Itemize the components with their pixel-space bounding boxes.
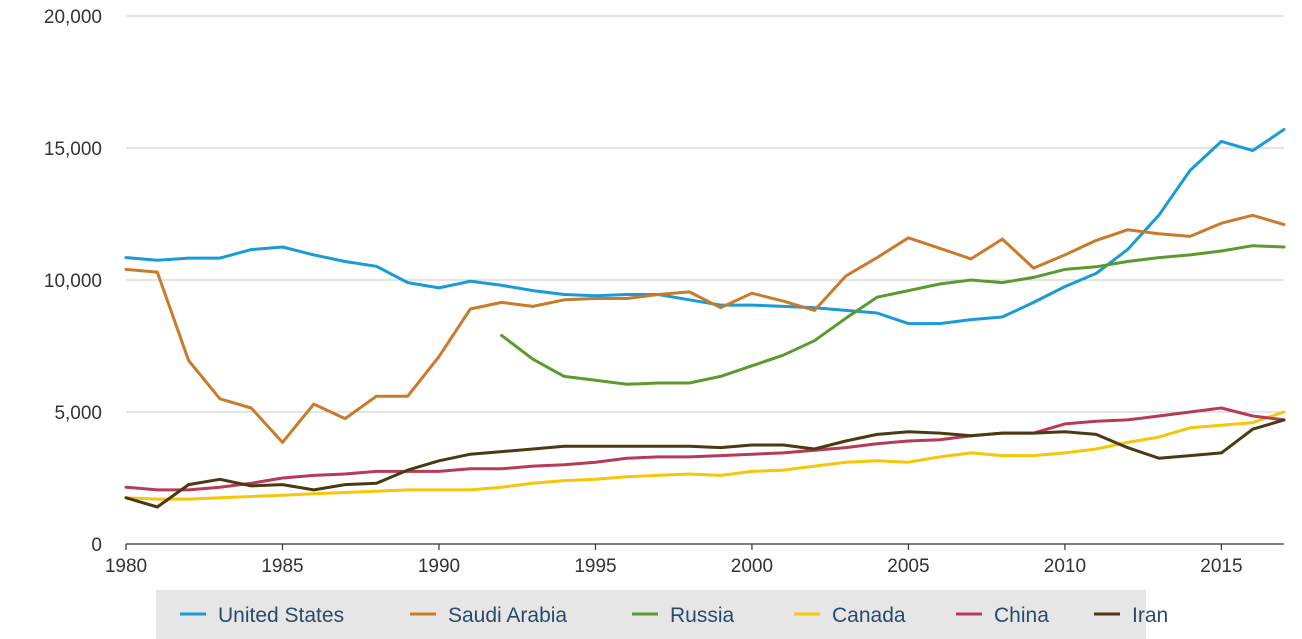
y-tick-label: 10,000 xyxy=(44,271,102,292)
y-tick-label: 15,000 xyxy=(44,139,102,160)
legend-label-united-states: United States xyxy=(218,604,344,627)
y-tick-label: 5,000 xyxy=(54,403,102,424)
x-tick-label: 2000 xyxy=(731,556,773,577)
series-layer xyxy=(124,128,1286,509)
x-tick-label: 1985 xyxy=(261,556,303,577)
x-tick-label: 1995 xyxy=(574,556,616,577)
axis-layer: 0 5,000 10,000 15,000 20,000 1980 1985 1990 1995… xyxy=(44,7,1284,577)
y-tick-label: 20,000 xyxy=(44,7,102,28)
series-line-saudi-arabia xyxy=(124,213,1286,444)
y-tick-label: 0 xyxy=(91,535,102,556)
x-tick-label: 1980 xyxy=(105,556,147,577)
x-tick-label: 2015 xyxy=(1200,556,1242,577)
x-tick-label: 2005 xyxy=(887,556,929,577)
legend: United States Saudi Arabia Russia Canada Chi… xyxy=(156,590,1168,639)
series-line-china xyxy=(124,406,1286,492)
series-line-united-states xyxy=(124,128,1286,326)
legend-label-canada: Canada xyxy=(832,604,906,627)
x-tick-label: 1990 xyxy=(418,556,460,577)
legend-label-saudi-arabia: Saudi Arabia xyxy=(448,604,567,627)
legend-label-iran: Iran xyxy=(1132,604,1168,627)
x-tick-label: 2010 xyxy=(1044,556,1086,577)
legend-label-china: China xyxy=(994,604,1049,627)
series-line-russia xyxy=(500,244,1286,386)
series-line-canada xyxy=(124,410,1286,501)
series-line-iran xyxy=(124,418,1286,509)
grid-layer xyxy=(126,15,1284,413)
legend-label-russia: Russia xyxy=(670,604,735,627)
